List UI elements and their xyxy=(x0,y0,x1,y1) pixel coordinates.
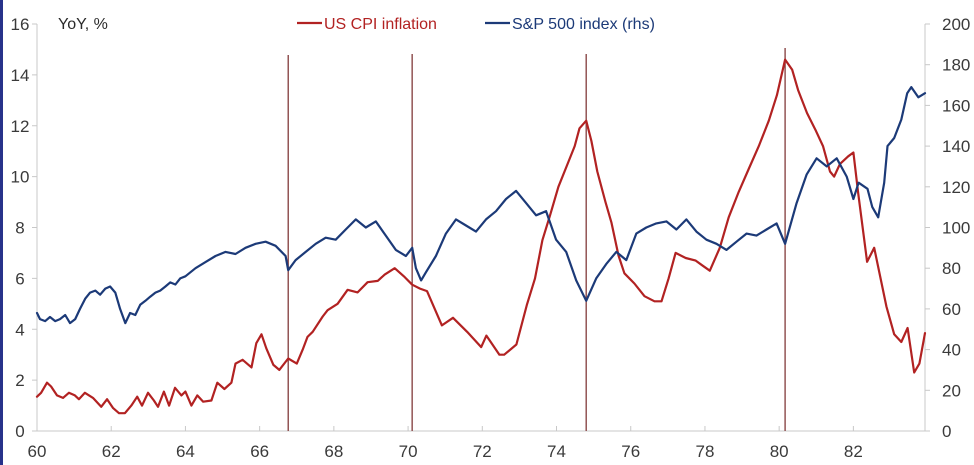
left-y-tick-label: 14 xyxy=(11,66,30,85)
right-y-ticks: 0 20 40 60 80 100 120 140 160 180 200 xyxy=(925,15,970,441)
right-y-tick-label: 140 xyxy=(942,137,970,156)
x-tick-label: 60 xyxy=(28,442,47,461)
right-y-tick-label: 0 xyxy=(942,422,951,441)
x-tick-label: 68 xyxy=(324,442,343,461)
right-y-tick-label: 120 xyxy=(942,178,970,197)
x-tick-label: 82 xyxy=(844,442,863,461)
right-y-tick-label: 20 xyxy=(942,381,961,400)
x-tick-label: 74 xyxy=(547,442,566,461)
right-y-tick-label: 180 xyxy=(942,56,970,75)
series-line-cpi xyxy=(35,58,927,415)
right-y-tick-label: 80 xyxy=(942,259,961,278)
right-y-tick-label: 160 xyxy=(942,96,970,115)
x-tick-label: 80 xyxy=(770,442,789,461)
right-y-tick-label: 40 xyxy=(942,341,961,360)
left-y-ticks: 0 2 4 6 8 10 12 14 16 xyxy=(11,15,37,441)
left-y-tick-label: 10 xyxy=(11,168,30,187)
left-y-tick-label: 16 xyxy=(11,15,30,34)
legend-label-cpi: US CPI inflation xyxy=(324,16,437,33)
left-y-tick-label: 0 xyxy=(15,422,24,441)
x-tick-label: 72 xyxy=(473,442,492,461)
x-tick-label: 62 xyxy=(102,442,121,461)
left-y-tick-label: 12 xyxy=(11,117,30,136)
right-y-tick-label: 100 xyxy=(942,219,970,238)
left-y-tick-label: 4 xyxy=(15,320,24,339)
legend: US CPI inflation S&P 500 index (rhs) xyxy=(297,16,655,33)
x-tick-label: 78 xyxy=(695,442,714,461)
right-y-tick-label: 60 xyxy=(942,300,961,319)
axes xyxy=(36,24,926,432)
x-tick-label: 76 xyxy=(621,442,640,461)
left-y-tick-label: 8 xyxy=(15,219,24,238)
x-ticks: 60 62 64 66 68 70 72 74 76 78 80 82 xyxy=(28,426,863,461)
vertical-markers xyxy=(287,48,786,431)
x-tick-label: 70 xyxy=(399,442,418,461)
legend-label-sp500: S&P 500 index (rhs) xyxy=(512,16,655,33)
x-tick-label: 64 xyxy=(176,442,195,461)
series-layer xyxy=(35,58,927,415)
left-y-tick-label: 2 xyxy=(15,371,24,390)
frame-left-border xyxy=(0,0,3,465)
y-axis-label: YoY, % xyxy=(58,16,108,33)
left-y-tick-label: 6 xyxy=(15,269,24,288)
series-line-sp500 xyxy=(35,85,927,325)
right-y-tick-label: 200 xyxy=(942,15,970,34)
x-tick-label: 66 xyxy=(250,442,269,461)
